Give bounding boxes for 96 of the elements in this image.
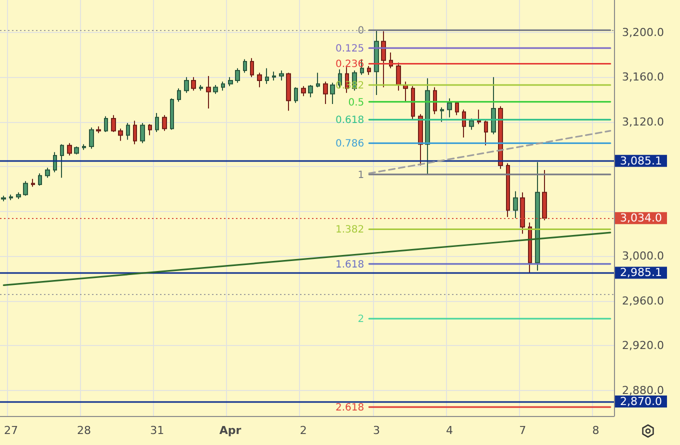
candlestick: [520, 192, 525, 234]
candlestick: [38, 172, 42, 186]
candlestick: [206, 76, 211, 109]
x-tick-label: 7: [519, 424, 526, 437]
candlestick: [67, 142, 72, 156]
candlestick: [228, 76, 233, 87]
candlestick: [469, 118, 474, 130]
candlestick: [506, 162, 510, 218]
candlestick: [1, 195, 6, 202]
y-tick-label: 3,160.0: [622, 70, 664, 84]
y-tick-label: 2,960.0: [622, 294, 664, 308]
x-tick-label: 4: [446, 424, 454, 437]
candlestick: [133, 120, 137, 145]
x-tick-label: 31: [150, 424, 164, 437]
candlestick: [250, 58, 254, 78]
candlestick: [411, 86, 415, 120]
y-tick-label: 3,200.0: [622, 26, 664, 39]
candlestick: [9, 194, 13, 201]
candlestick: [272, 71, 276, 82]
ref-line-label: 3,085.1: [620, 154, 662, 168]
candlestick: [82, 144, 86, 150]
candlestick: [257, 72, 262, 88]
candlestick: [447, 98, 452, 118]
candlestick: [433, 86, 437, 115]
candlestick: [367, 65, 371, 76]
series-label: 0: [358, 26, 364, 37]
candlestick: [425, 78, 430, 175]
candlestick: [111, 114, 116, 132]
candlestick: [118, 128, 123, 142]
x-tick-label: 27: [4, 424, 18, 437]
candlestick: [148, 124, 152, 136]
candlestick: [491, 76, 496, 135]
series-label: 1: [358, 170, 364, 181]
candlestick: [162, 114, 167, 132]
ref-line-label: 3,034.0: [620, 212, 662, 225]
x-tick-label: 28: [77, 424, 92, 437]
y-tick-label: 3,120.0: [622, 115, 664, 128]
series-label: 0.618: [335, 115, 364, 126]
candlestick: [279, 70, 284, 82]
series-label: 0.786: [335, 138, 364, 150]
candlestick: [60, 144, 64, 178]
candlestick: [440, 106, 444, 122]
series-label: 1.382: [335, 224, 364, 236]
candlestick: [396, 62, 401, 92]
candlestick: [199, 84, 203, 92]
candlestick: [16, 192, 21, 200]
series-label: 1.618: [335, 259, 364, 270]
candlestick: [316, 72, 320, 88]
candlestick: [243, 58, 247, 74]
y-tick-label: 2,880.0: [622, 384, 664, 397]
candlestick: [191, 76, 196, 92]
candlestick: [513, 190, 518, 219]
x-tick-label: 2: [300, 424, 307, 437]
series-label: 2.618: [335, 402, 364, 414]
candlestick: [542, 169, 547, 221]
candlestick: [170, 98, 174, 130]
candlestick: [140, 122, 145, 144]
series-label: 0.125: [335, 44, 364, 55]
candlestick: [528, 222, 532, 274]
candlestick: [374, 30, 379, 96]
candlestick: [184, 76, 189, 94]
candlestick: [177, 88, 181, 102]
candlestick: [381, 30, 386, 88]
candlestick: [308, 84, 313, 98]
candlestick: [104, 116, 108, 132]
candlestick: [45, 167, 50, 178]
x-tick-label: 3: [372, 424, 380, 437]
y-tick-label: 2,920.0: [622, 339, 664, 352]
candlestick: [330, 82, 335, 104]
candlestick: [89, 126, 94, 150]
candlestick: [221, 81, 225, 92]
candlestick: [294, 86, 298, 104]
candlestick: [155, 112, 159, 132]
candlestick: [286, 72, 291, 112]
candlestick: [74, 146, 79, 155]
candlestick: [23, 180, 28, 196]
candlestick: [126, 122, 130, 140]
candlestick: [265, 68, 269, 84]
x-tick-label: Apr: [219, 424, 242, 437]
ref-line-label: 2,985.1: [620, 266, 662, 280]
candlestick: [477, 109, 481, 125]
candlestick: [535, 162, 540, 272]
candlestick: [484, 120, 488, 146]
candlestick: [455, 101, 459, 116]
y-tick-label: 3,000.0: [622, 250, 664, 263]
series-label: 2: [358, 314, 364, 326]
series-label: 0.5: [348, 97, 364, 108]
candlestick: [301, 86, 306, 97]
ref-line-label: 2,870.0: [620, 394, 662, 408]
candlestick: [96, 126, 101, 134]
candlestick: [31, 178, 35, 188]
candlestick: [213, 84, 218, 94]
candlestick: [462, 109, 466, 138]
candlestick: [235, 68, 240, 84]
x-tick-label: 8: [592, 424, 600, 437]
candlestick: [323, 81, 328, 104]
